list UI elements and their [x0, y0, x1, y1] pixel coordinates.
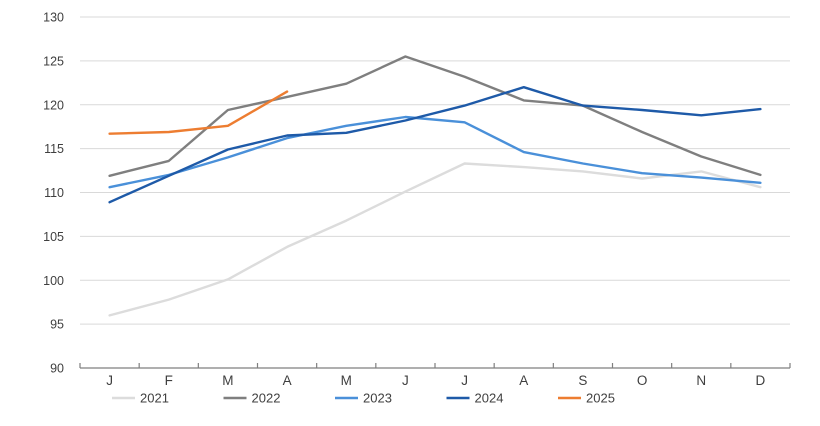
y-tick-label: 95	[50, 318, 64, 332]
y-tick-label: 125	[43, 54, 64, 68]
legend-label-2021: 2021	[140, 391, 169, 406]
series-line-2022	[108, 55, 762, 178]
x-tick-label: J	[461, 373, 468, 388]
legend-label-2025: 2025	[586, 391, 615, 406]
x-tick-label: S	[578, 373, 587, 388]
x-tick-label: M	[341, 373, 352, 388]
y-tick-label: 90	[50, 362, 64, 376]
x-tick-label: N	[696, 373, 706, 388]
legend-label-2022: 2022	[252, 391, 281, 406]
x-tick-label: O	[637, 373, 648, 388]
x-tick-label: F	[165, 373, 173, 388]
x-tick-label: J	[402, 373, 409, 388]
series-line-2025	[108, 90, 289, 135]
x-tick-label: M	[222, 373, 233, 388]
legend-label-2023: 2023	[363, 391, 392, 406]
series-line-2024	[108, 85, 762, 204]
x-tick-label: A	[283, 373, 292, 388]
x-tick-label: A	[519, 373, 528, 388]
y-tick-label: 130	[43, 11, 64, 25]
y-tick-label: 105	[43, 230, 64, 244]
y-tick-label: 120	[43, 98, 64, 112]
y-tick-label: 115	[44, 142, 64, 156]
x-tick-label: D	[756, 373, 766, 388]
y-tick-label: 110	[44, 186, 64, 200]
series-line-2023	[108, 115, 762, 189]
series-line-2021	[108, 162, 762, 317]
legend-label-2024: 2024	[475, 391, 504, 406]
x-tick-label: J	[106, 373, 113, 388]
y-tick-label: 100	[43, 274, 64, 288]
